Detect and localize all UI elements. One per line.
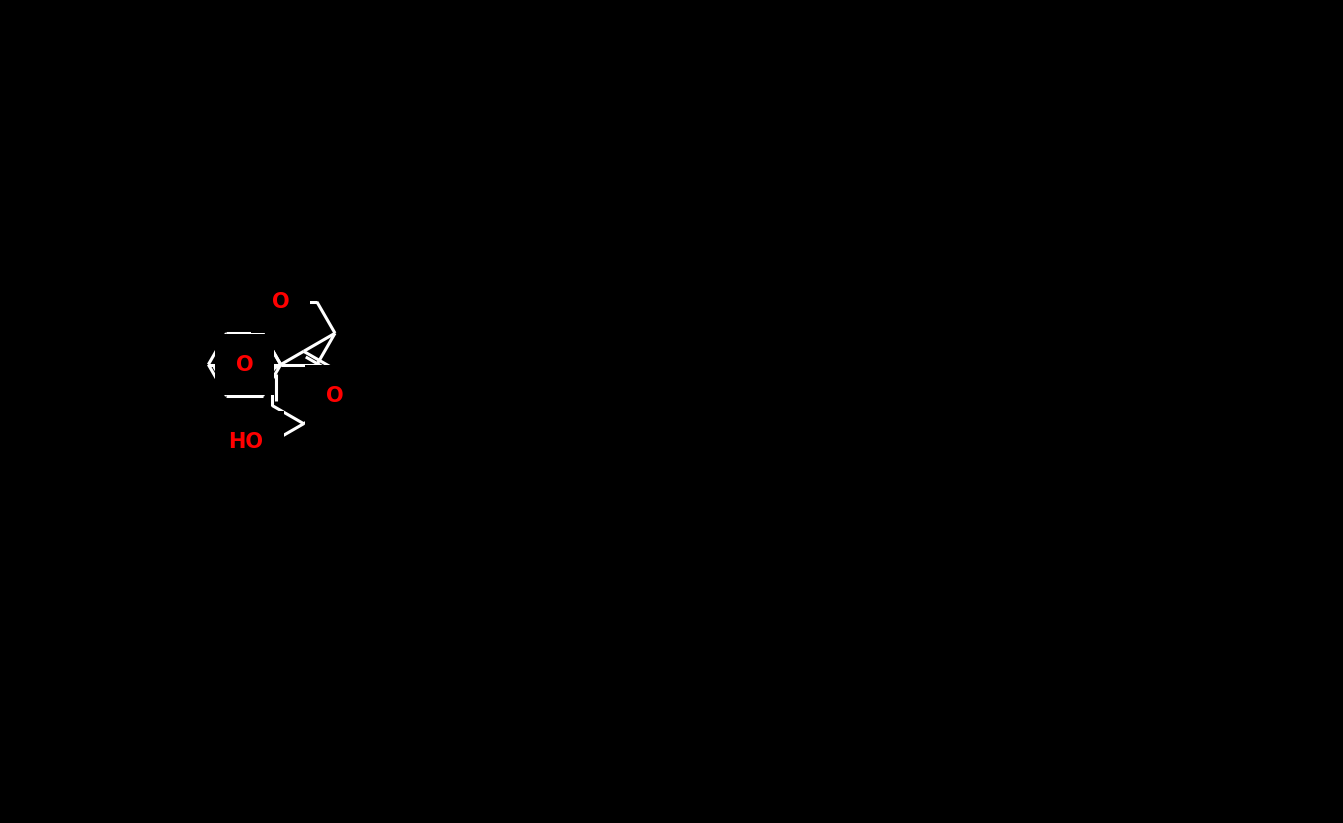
Text: O: O — [236, 355, 254, 374]
Text: HO: HO — [228, 432, 263, 452]
Text: O: O — [326, 386, 344, 406]
Text: O: O — [271, 292, 290, 312]
